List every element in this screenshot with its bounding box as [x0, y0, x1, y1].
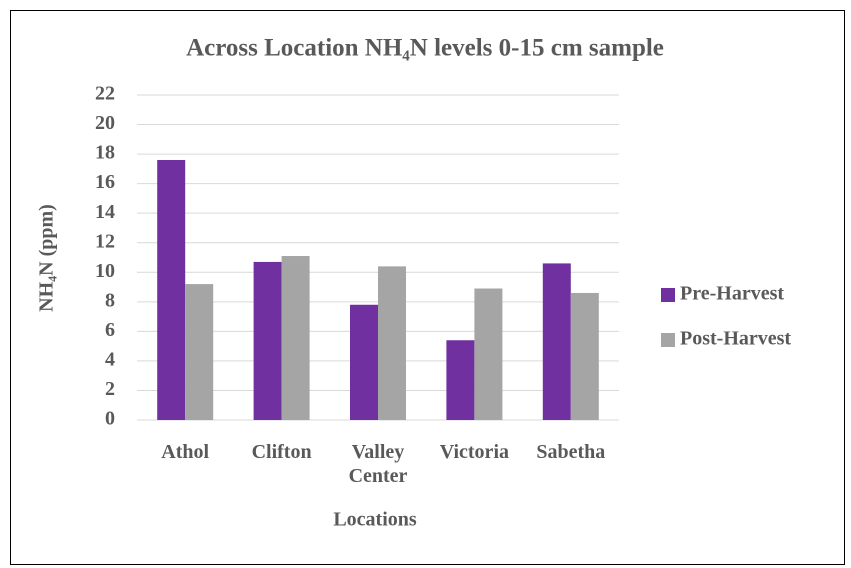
y-tick-label: 0 [105, 408, 115, 430]
bar [185, 284, 214, 420]
x-tick-label: Athol [161, 441, 210, 463]
y-tick-label: 18 [95, 142, 115, 164]
bar [378, 266, 406, 420]
y-tick-label: 16 [95, 171, 115, 193]
bar [350, 304, 378, 420]
bar [253, 261, 282, 420]
x-tick-label: Valley Center [348, 441, 408, 487]
legend-label: Pre-Harvest [680, 283, 784, 305]
y-tick-label: 12 [95, 230, 115, 252]
bar [570, 292, 599, 420]
bar [281, 256, 310, 420]
x-tick-label: Sabetha [536, 441, 606, 463]
chart-border [10, 10, 845, 565]
y-tick-label: 10 [95, 260, 115, 282]
y-axis-title: NH₄N (ppm) [36, 204, 58, 312]
y-tick-label: 2 [105, 378, 115, 400]
y-tick-label: 14 [95, 201, 115, 223]
legend-swatch [661, 333, 675, 347]
y-tick-label: 4 [105, 349, 115, 371]
x-axis-title: Locations [333, 509, 417, 531]
bar [542, 263, 571, 420]
chart-title: Across Location NH₄N levels 0-15 cm samp… [186, 35, 664, 62]
y-tick-label: 22 [95, 83, 115, 105]
bar [446, 340, 475, 420]
y-tick-label: 20 [95, 112, 115, 134]
legend-label: Post-Harvest [680, 328, 791, 350]
x-tick-label: Clifton [251, 441, 312, 463]
legend-swatch [661, 288, 675, 302]
y-tick-label: 8 [105, 289, 115, 311]
bar [474, 288, 503, 420]
y-tick-label: 6 [105, 319, 115, 341]
bar [157, 160, 186, 420]
x-tick-label: Victoria [439, 441, 509, 463]
